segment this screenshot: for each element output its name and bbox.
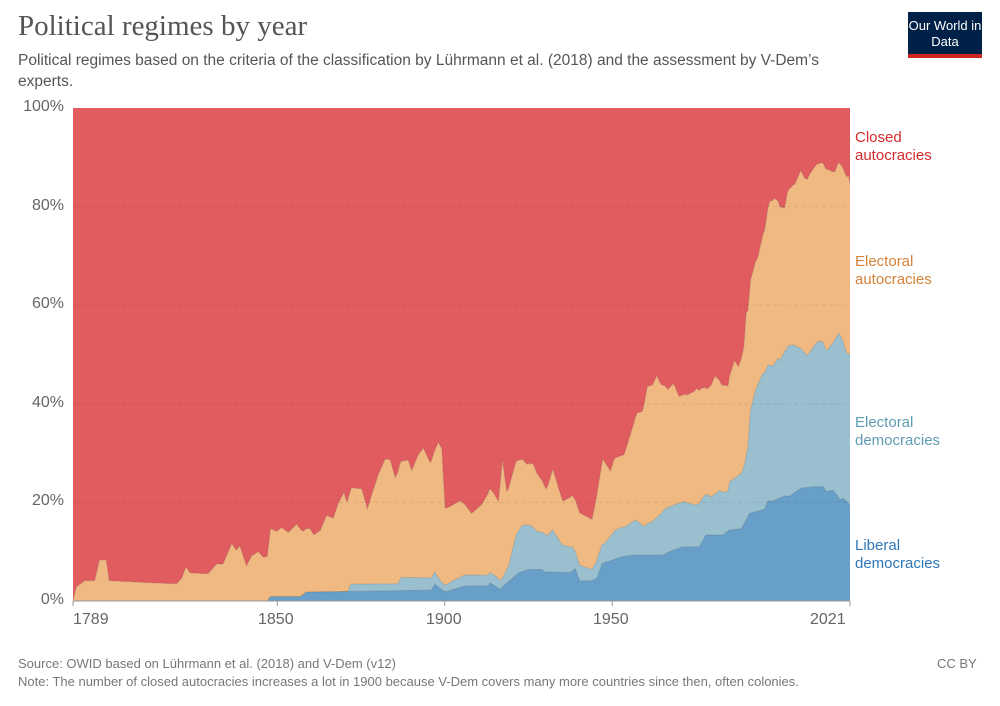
x-tick-label: 1850	[258, 611, 294, 628]
y-tick-label: 0%	[40, 591, 64, 608]
label-electoral-democracies: Electoral democracies	[855, 414, 941, 449]
area-liberal-democracies[interactable]	[73, 486, 850, 601]
footnote: Note: The number of closed autocracies i…	[18, 674, 799, 689]
boundary-line	[73, 332, 851, 602]
license-link[interactable]: CC BY	[937, 656, 977, 671]
area-electoral-democracies[interactable]	[73, 333, 850, 601]
x-tick-label: 1950	[593, 611, 629, 628]
label-electoral-autocracies: Electoral autocracies	[855, 253, 932, 288]
area-electoral-autocracies[interactable]	[73, 162, 850, 601]
y-tick-label: 100%	[23, 98, 64, 115]
area-closed-autocracies[interactable]	[73, 108, 850, 601]
boundary-line	[72, 162, 851, 602]
boundary-line	[73, 486, 851, 602]
y-tick-label: 20%	[31, 492, 64, 509]
x-tick-label: 1789	[73, 611, 109, 628]
x-tick-label: 2021	[810, 611, 846, 628]
logo-text: Our World in Data	[908, 18, 982, 49]
chart-title: Political regimes by year	[18, 10, 308, 42]
x-tick-label: 1900	[426, 611, 462, 628]
label-closed-autocracies: Closed autocracies	[855, 129, 932, 164]
label-liberal-democracies: Liberal democracies	[855, 537, 941, 572]
source-note: Source: OWID based on Lührmann et al. (2…	[18, 656, 396, 671]
y-tick-label: 80%	[31, 197, 64, 214]
owid-logo[interactable]: Our World in Data	[908, 12, 982, 58]
y-tick-label: 60%	[31, 295, 64, 312]
y-tick-label: 40%	[31, 394, 64, 411]
chart-subtitle: Political regimes based on the criteria …	[18, 52, 819, 90]
